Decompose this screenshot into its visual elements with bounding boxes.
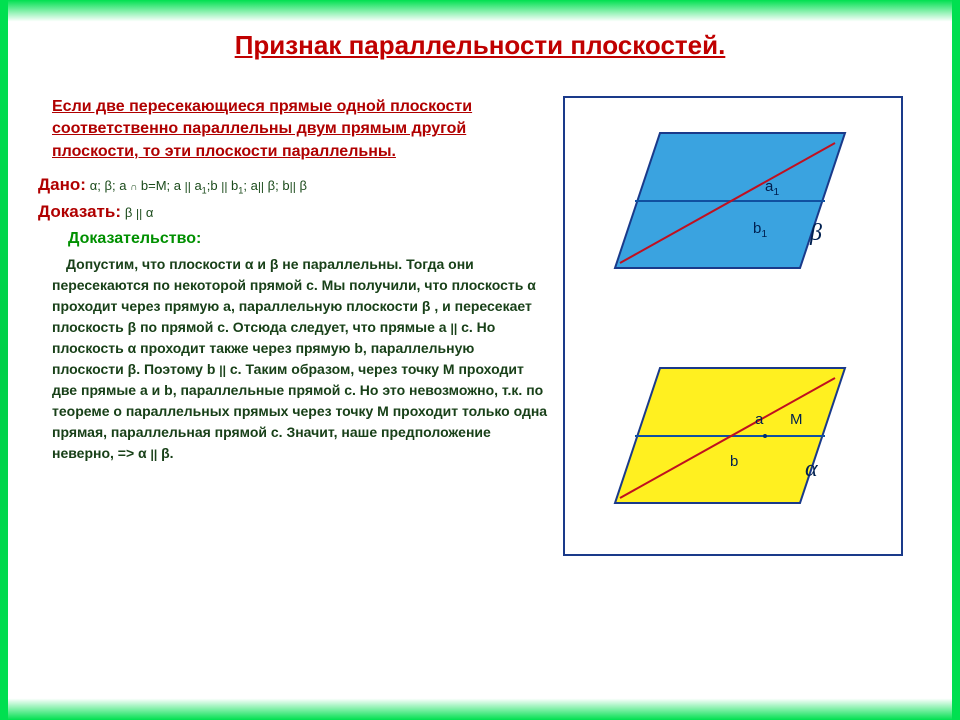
proof-body: Допустим, что плоскости α и β не паралле… (52, 254, 548, 464)
diagram-column: a1 b1 β a M b α (563, 96, 903, 556)
label-alpha: α (805, 456, 818, 483)
proof-header: Доказательство: (68, 230, 548, 248)
diagram-frame: a1 b1 β a M b α (563, 96, 903, 556)
given-text: α; β; a ∩ b=M; a || a1;b || b1; a|| β; b… (90, 178, 307, 193)
given-label: Дано: (38, 175, 86, 194)
prove-label: Доказать: (38, 202, 121, 221)
theorem-statement: Если две пересекающиеся прямые одной пло… (52, 96, 548, 163)
label-b1: b1 (753, 220, 767, 240)
prove-block: Доказать: β || α (38, 202, 548, 222)
slide-title: Признак параллельности плоскостей. (38, 30, 922, 61)
label-b: b (730, 453, 738, 470)
label-a1: a1 (765, 178, 779, 198)
slide-frame: Признак параллельности плоскостей. Если … (38, 30, 922, 710)
label-a: a (755, 411, 763, 428)
given-block: Дано: α; β; a ∩ b=M; a || a1;b || b1; a|… (38, 175, 548, 196)
content-columns: Если две пересекающиеся прямые одной пло… (38, 96, 922, 556)
label-M: M (790, 411, 803, 428)
plane-beta (610, 123, 850, 273)
label-beta: β (810, 220, 822, 247)
plane-alpha (610, 358, 850, 508)
text-column: Если две пересекающиеся прямые одной пло… (38, 96, 548, 556)
prove-text: β || α (125, 205, 153, 220)
